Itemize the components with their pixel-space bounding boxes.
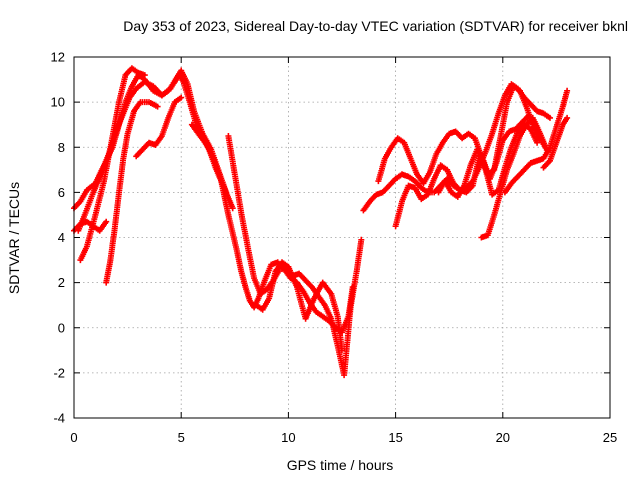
series-arc-14 bbox=[478, 114, 549, 241]
y-tick-label: 0 bbox=[58, 320, 65, 335]
y-tick-label: -2 bbox=[53, 365, 65, 380]
x-tick-label: 20 bbox=[496, 430, 510, 445]
data-point-markers bbox=[501, 87, 571, 196]
data-marks bbox=[71, 65, 571, 379]
data-point-markers bbox=[253, 259, 345, 354]
y-axis-label: SDTVAR / TECUs bbox=[6, 182, 22, 294]
y-tick-label: 10 bbox=[51, 95, 65, 110]
y-tick-label: 8 bbox=[58, 140, 65, 155]
x-axis-label: GPS time / hours bbox=[287, 457, 394, 473]
series-arc-15 bbox=[501, 87, 571, 196]
y-tick-label: 4 bbox=[58, 230, 65, 245]
series-arc-16 bbox=[540, 114, 571, 171]
axis-ticks: 0 5 10 15 20 25 -4 -2 0 2 4 6 8 10 12 bbox=[51, 50, 618, 446]
x-tick-label: 0 bbox=[70, 430, 77, 445]
series-arc-3 bbox=[77, 65, 148, 264]
data-point-markers bbox=[133, 94, 185, 160]
y-tick-label: 2 bbox=[58, 275, 65, 290]
data-point-markers bbox=[478, 114, 549, 241]
series-arc-4 bbox=[103, 99, 161, 286]
y-tick-label: 12 bbox=[51, 50, 65, 65]
data-point-markers bbox=[540, 114, 571, 171]
plot-frame bbox=[73, 56, 611, 419]
series-arc-9 bbox=[253, 259, 345, 354]
grid bbox=[74, 57, 610, 418]
data-point-markers bbox=[77, 65, 148, 264]
x-tick-label: 15 bbox=[388, 430, 402, 445]
series-arc-6 bbox=[133, 94, 185, 160]
chart-title: Day 353 of 2023, Sidereal Day-to-day VTE… bbox=[123, 18, 628, 34]
y-tick-label: 6 bbox=[58, 185, 65, 200]
x-tick-label: 25 bbox=[603, 430, 617, 445]
x-tick-label: 5 bbox=[178, 430, 185, 445]
x-tick-label: 10 bbox=[281, 430, 295, 445]
y-tick-label: -4 bbox=[53, 411, 65, 426]
data-point-markers bbox=[103, 99, 161, 286]
